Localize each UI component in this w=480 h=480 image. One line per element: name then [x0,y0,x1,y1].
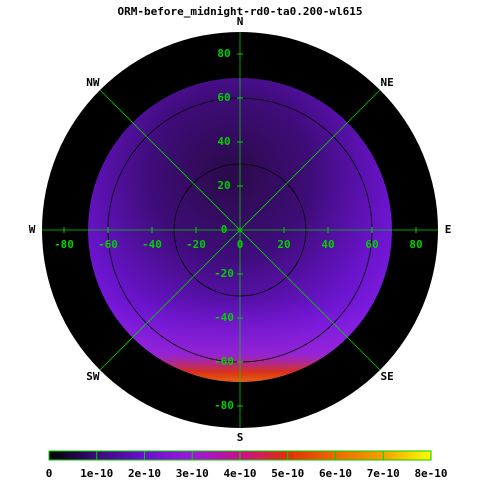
x-tick-label: 80 [409,238,422,251]
y-tick-label: -20 [214,267,234,280]
compass-label: SE [380,370,393,383]
x-tick-label: 20 [277,238,290,251]
compass-label: SW [86,370,100,383]
x-tick-label: 60 [365,238,378,251]
colorbar-tick-label: 4e-10 [223,467,256,480]
colorbar-tick-label: 7e-10 [367,467,400,480]
compass-label: S [237,431,244,444]
compass-label: E [445,223,452,236]
colorbar-tick-label: 6e-10 [319,467,352,480]
compass-label: NW [86,76,100,89]
colorbar-tick-label: 5e-10 [271,467,304,480]
y-tick-label: -60 [214,355,234,368]
x-tick-label: -40 [142,238,162,251]
colorbar-tick-label: 8e-10 [414,467,447,480]
colorbar-tick-label: 2e-10 [128,467,161,480]
y-tick-label: 0 [221,223,228,236]
x-tick-label: -20 [186,238,206,251]
compass-label: N [237,15,244,28]
compass-label: NE [380,76,393,89]
y-tick-label: 40 [217,135,230,148]
compass-label: W [29,223,36,236]
y-tick-label: 20 [217,179,230,192]
y-tick-label: -80 [214,399,234,412]
x-tick-label: -60 [98,238,118,251]
colorbar-tick-label: 3e-10 [176,467,209,480]
chart-title: ORM-before_midnight-rd0-ta0.200-wl615 [117,5,362,18]
y-tick-label: 60 [217,91,230,104]
y-tick-label: -40 [214,311,234,324]
x-tick-label: 40 [321,238,334,251]
colorbar-tick-label: 0 [46,467,53,480]
y-tick-label: 80 [217,47,230,60]
x-tick-label: 0 [237,238,244,251]
colorbar-tick-label: 1e-10 [80,467,113,480]
x-tick-label: -80 [54,238,74,251]
